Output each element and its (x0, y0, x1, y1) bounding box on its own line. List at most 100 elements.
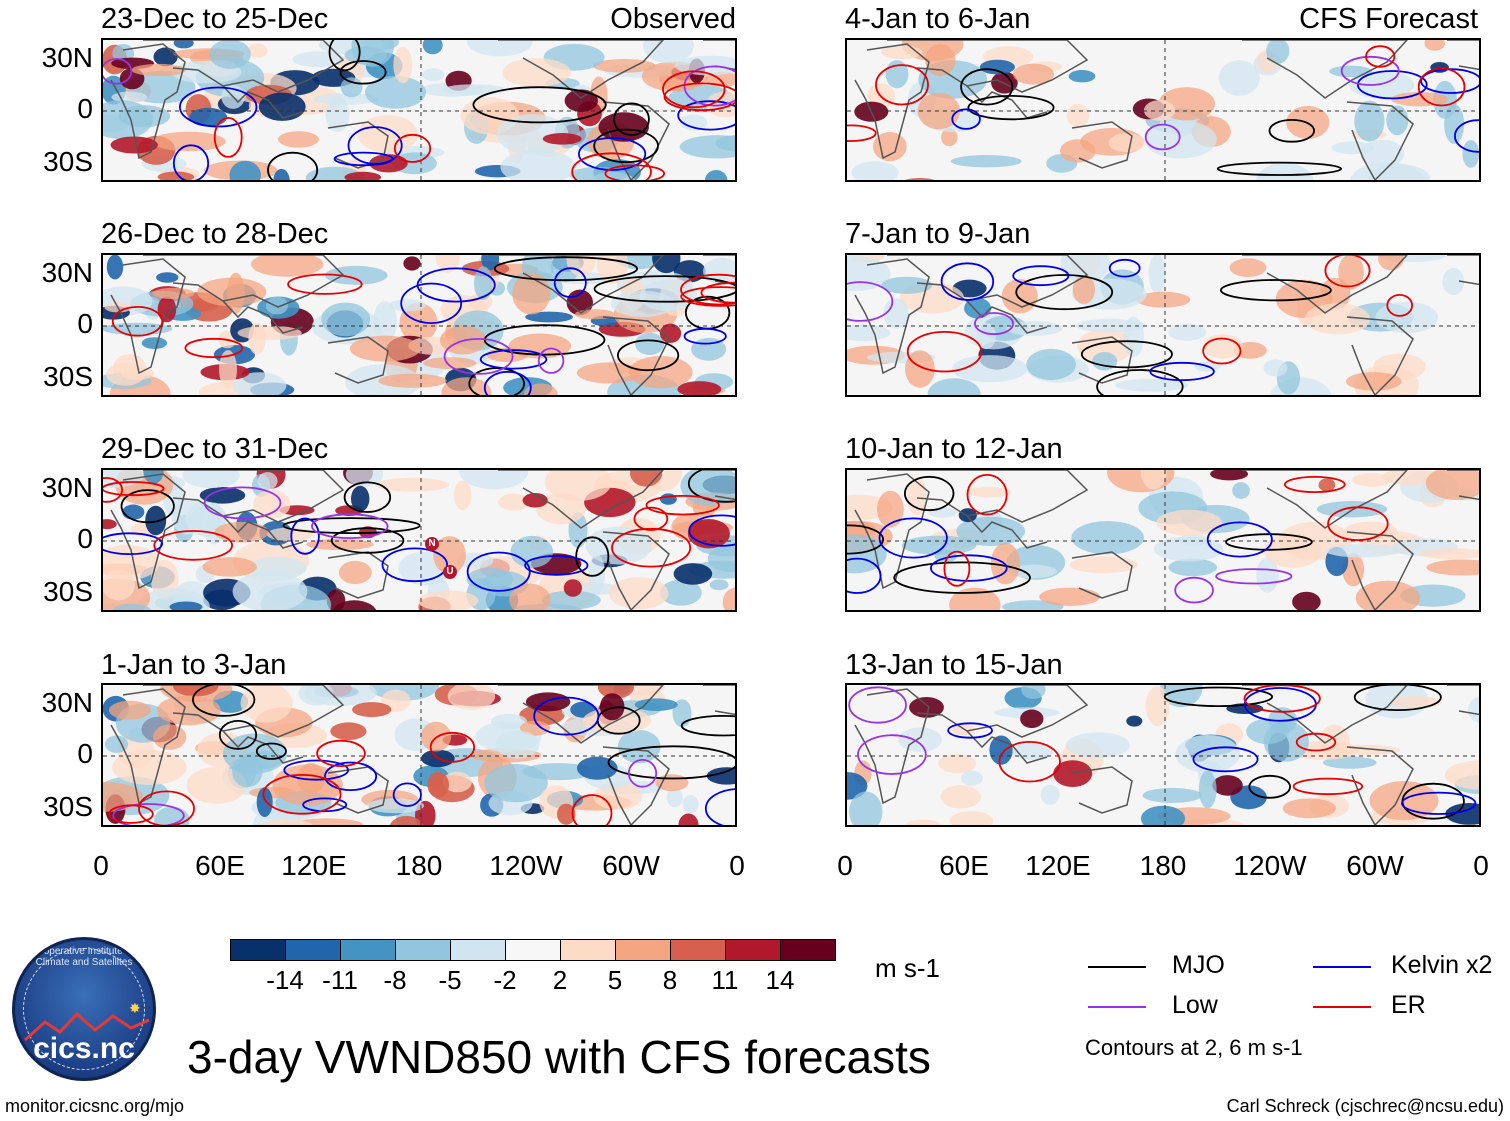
storm-marker: U (443, 565, 457, 579)
map-panel-forecast-2 (845, 253, 1481, 397)
anomaly-shade (442, 771, 472, 793)
anomaly-shade (666, 787, 683, 808)
anomaly-shade (433, 536, 466, 575)
panel-title-left-3: 29-Dec to 31-Dec (101, 433, 329, 465)
wave-contour (1163, 686, 1273, 708)
wave-contour (611, 527, 692, 568)
lat-label: 30S (43, 576, 93, 607)
anomaly-shade (877, 490, 904, 528)
anomaly-shade (564, 89, 598, 112)
wave-contour (633, 506, 669, 531)
wave-contour (333, 151, 394, 167)
anomaly-shade (576, 362, 642, 384)
colorbar-swatch (395, 939, 451, 961)
wave-contour (108, 804, 154, 824)
anomaly-shade (1140, 805, 1186, 825)
anomaly-shade (901, 535, 977, 555)
lon-label: 0 (729, 850, 745, 881)
colorbar-label: 14 (765, 965, 795, 995)
anomaly-shade (403, 256, 421, 271)
wave-contour (1108, 258, 1141, 278)
wave-contour (282, 517, 421, 534)
wave-contour (960, 68, 1014, 106)
wave-contour (262, 774, 342, 815)
coastline (143, 470, 345, 523)
anomaly-shade (330, 722, 367, 740)
anomaly-shade (321, 302, 371, 337)
anomaly-shade (1425, 470, 1479, 500)
wave-contour (847, 124, 877, 142)
lon-label: 0 (837, 850, 853, 881)
anomaly-shade (156, 695, 221, 726)
anomaly-shade (634, 698, 678, 711)
wave-contour (687, 470, 735, 503)
anomaly-shade (209, 40, 251, 69)
anomaly-shade (420, 721, 452, 752)
anomaly-shade (1108, 133, 1146, 153)
anomaly-shade (256, 787, 273, 817)
legend-label-mjo: MJO (1172, 951, 1225, 979)
wave-contour (111, 306, 164, 337)
anomaly-shade (182, 470, 240, 489)
anomaly-shade (1026, 348, 1076, 381)
anomaly-shade (265, 296, 289, 315)
coastline (966, 515, 1048, 549)
wave-contour (218, 720, 258, 750)
coastline (222, 300, 304, 334)
anomaly-shade (278, 131, 319, 148)
map-svg (103, 255, 735, 395)
wave-contour (466, 551, 531, 592)
anomaly-shade (1390, 696, 1442, 709)
wave-contour (400, 282, 463, 324)
anomaly-shade (655, 774, 689, 792)
wave-contour (1386, 294, 1413, 317)
wave-contour (857, 734, 927, 775)
anomaly-shade (1304, 303, 1371, 335)
lon-label: 60W (602, 850, 660, 881)
wave-contour (847, 524, 884, 555)
anomaly-shade (247, 43, 268, 58)
anomaly-shade (585, 526, 652, 565)
wave-contour (311, 513, 389, 540)
anomaly-shade (928, 507, 958, 518)
wave-contour (103, 58, 133, 85)
anomaly-shade (1218, 60, 1260, 96)
lon-label: 120E (1025, 850, 1091, 881)
anomaly-shade (1115, 378, 1189, 392)
anomaly-shade (1006, 321, 1063, 336)
wave-contour (1353, 685, 1442, 711)
anomaly-shade (659, 323, 682, 343)
anomaly-shade (976, 322, 996, 350)
lon-label: 0 (93, 850, 109, 881)
lat-label: 30N (41, 472, 93, 503)
anomaly-shade (1069, 556, 1138, 574)
wave-contour (1268, 119, 1315, 143)
wave-contour (1012, 265, 1070, 287)
panel-title-left-4: 1-Jan to 3-Jan (101, 649, 287, 681)
coastline (1071, 551, 1133, 599)
wave-contour (683, 65, 735, 107)
anomaly-shade (422, 40, 443, 55)
wave-contour (1292, 777, 1364, 796)
anomaly-shade (849, 791, 883, 825)
map-svg (847, 255, 1479, 395)
anomaly-shade (673, 563, 713, 585)
coastline (966, 300, 1048, 334)
wave-contour (680, 286, 735, 307)
anomaly-shade (248, 556, 307, 580)
anomaly-shade (592, 59, 656, 73)
anomaly-shade (940, 785, 981, 809)
coastline (887, 470, 1089, 523)
logo-arc-text: Cooperative Institute for Climate and Sa… (30, 946, 138, 968)
anomaly-shade (1419, 548, 1479, 560)
anomaly-shade (157, 171, 195, 180)
anomaly-shade (1168, 323, 1207, 341)
anomaly-shade (365, 76, 426, 109)
anomaly-shade (1266, 40, 1290, 64)
anomaly-shade (1021, 685, 1046, 699)
lat-label: 30S (43, 361, 93, 392)
anomaly-shade (715, 135, 735, 152)
anomaly-shade (153, 724, 187, 750)
map-svg (847, 470, 1479, 610)
anomaly-shade (660, 493, 677, 505)
